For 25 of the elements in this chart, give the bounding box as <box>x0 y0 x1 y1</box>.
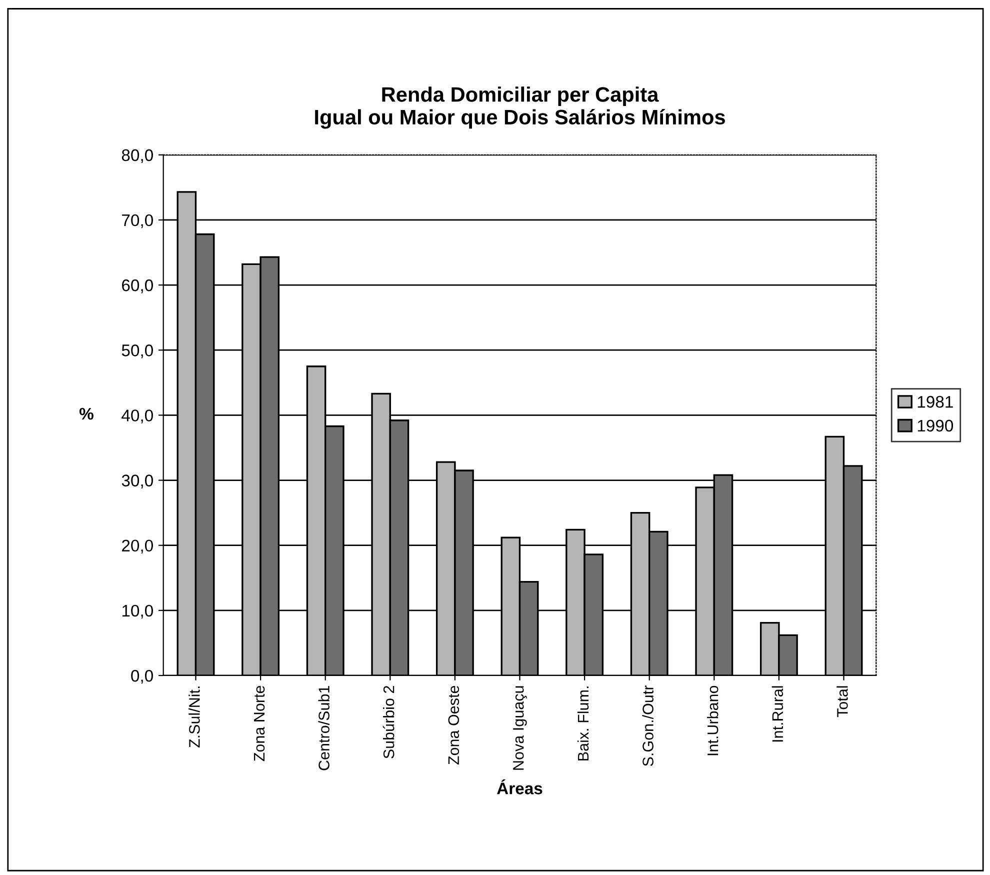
x-tick-label: Z.Sul/Nit. <box>188 686 200 748</box>
x-tick-label: Baix. Flum. <box>577 686 589 760</box>
x-tick-label: Int.Rural <box>772 686 784 742</box>
chart-title: Renda Domiciliar per Capita Igual ou Maior que Dois Salários Mínimos <box>315 86 725 129</box>
x-tick-label: Total <box>836 686 848 718</box>
legend-label: 1981 <box>918 396 953 408</box>
x-axis-title: Áreas <box>497 779 542 794</box>
y-tick-label: 80,0 <box>122 149 153 164</box>
x-tick-label: Zona Norte <box>254 686 265 762</box>
x-tick-label: Int.Urbano <box>707 686 718 756</box>
y-tick-label: 40,0 <box>122 410 153 424</box>
x-tick-label: Centro/Sub1 <box>318 686 330 770</box>
y-tick-label: 30,0 <box>122 474 153 488</box>
x-tick-label: S.Gon./Outr <box>642 685 654 766</box>
x-tick-label: Nova Iguaçu <box>513 686 527 770</box>
x-tick-label: Subúrbio 2 <box>382 686 394 758</box>
y-axis-title: % <box>79 408 94 420</box>
y-tick-label: 20,0 <box>122 540 153 554</box>
y-tick-label: 70,0 <box>122 214 153 228</box>
y-tick-label: 50,0 <box>122 344 153 358</box>
y-tick-label: 0,0 <box>131 670 153 684</box>
legend-label: 1990 <box>918 420 954 432</box>
y-tick-label: 10,0 <box>122 604 153 619</box>
x-tick-label: Zona Oeste <box>448 686 460 765</box>
y-tick-label: 60,0 <box>122 279 153 294</box>
